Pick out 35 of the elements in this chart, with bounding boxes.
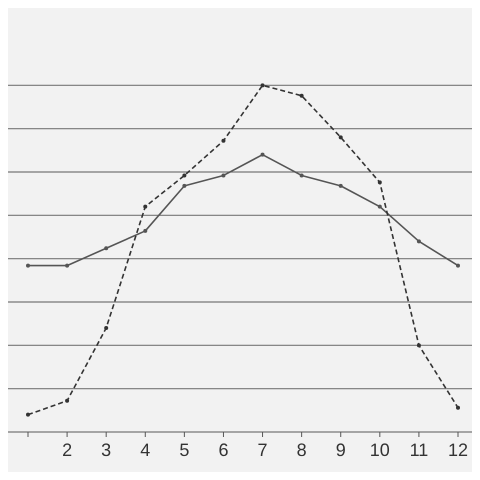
point [143,228,148,233]
point [338,184,343,188]
x-tick-label: 11 [410,440,428,460]
x-tick-label: 3 [101,440,112,460]
point [300,173,304,178]
x-tick-label: 12 [448,440,468,460]
point [26,412,30,417]
point [260,152,265,157]
x-tick-label: 8 [296,440,307,460]
x-tick-label: 9 [336,440,346,460]
point [221,173,226,178]
point [104,326,108,330]
point [416,239,421,244]
point [104,246,108,250]
point [182,173,186,178]
x-tick-label: 2 [62,440,72,460]
x-tick-label: 6 [218,440,228,460]
x-tick-label: 10 [370,440,390,460]
point [143,204,148,209]
point [221,138,226,143]
x-tick-label: 5 [179,440,190,460]
point [456,264,460,268]
x-tick-label: 7 [258,440,268,460]
point [300,94,304,98]
point [378,204,382,209]
point [65,264,70,268]
point [182,184,186,188]
point [416,343,421,348]
point [338,135,343,140]
point [378,180,382,184]
point [65,398,70,403]
point [456,406,460,410]
point [26,264,30,268]
point [260,83,265,88]
x-tick-label: 4 [140,440,150,460]
